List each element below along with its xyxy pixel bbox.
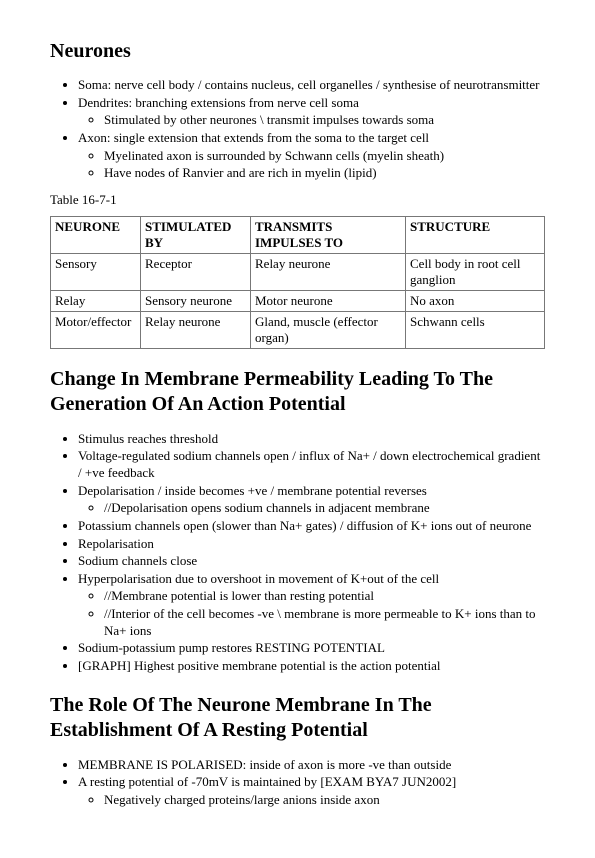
table-cell: Receptor [141, 253, 251, 290]
table-cell: Motor/effector [51, 311, 141, 348]
table-cell: Gland, muscle (effector organ) [251, 311, 406, 348]
table-cell: Sensory [51, 253, 141, 290]
table-header: STIMULATED BY [141, 216, 251, 253]
section-title: The Role Of The Neurone Membrane In The … [50, 693, 545, 743]
list-item: Negatively charged proteins/large anions… [104, 792, 545, 809]
list-item-text: A resting potential of -70mV is maintain… [78, 774, 456, 789]
table-row: Sensory Receptor Relay neurone Cell body… [51, 253, 545, 290]
section-title: Change In Membrane Permeability Leading … [50, 367, 545, 417]
table-caption: Table 16-7-1 [50, 192, 545, 208]
list-item: Sodium channels close [78, 553, 545, 570]
resting-potential-list: MEMBRANE IS POLARISED: inside of axon is… [50, 757, 545, 809]
list-item-text: Axon: single extension that extends from… [78, 130, 429, 145]
sub-list: Stimulated by other neurones \ transmit … [78, 112, 545, 129]
list-item: Depolarisation / inside becomes +ve / me… [78, 483, 545, 517]
list-item: Have nodes of Ranvier and are rich in my… [104, 165, 545, 182]
page-title: Neurones [50, 40, 545, 63]
table-cell: No axon [406, 290, 545, 311]
list-item: Dendrites: branching extensions from ner… [78, 95, 545, 129]
table-header: STRUCTURE [406, 216, 545, 253]
list-item: Axon: single extension that extends from… [78, 130, 545, 182]
sub-list: Negatively charged proteins/large anions… [78, 792, 545, 809]
neurone-table: NEURONE STIMULATED BY TRANSMITS IMPULSES… [50, 216, 545, 349]
table-cell: Relay [51, 290, 141, 311]
list-item: //Membrane potential is lower than resti… [104, 588, 545, 605]
list-item: //Depolarisation opens sodium channels i… [104, 500, 545, 517]
sub-list: //Depolarisation opens sodium channels i… [78, 500, 545, 517]
table-header-row: NEURONE STIMULATED BY TRANSMITS IMPULSES… [51, 216, 545, 253]
list-item: Myelinated axon is surrounded by Schwann… [104, 148, 545, 165]
list-item: MEMBRANE IS POLARISED: inside of axon is… [78, 757, 545, 774]
table-cell: Sensory neurone [141, 290, 251, 311]
table-cell: Relay neurone [251, 253, 406, 290]
list-item: //Interior of the cell becomes -ve \ mem… [104, 606, 545, 639]
table-cell: Motor neurone [251, 290, 406, 311]
list-item: Hyperpolarisation due to overshoot in mo… [78, 571, 545, 640]
list-item-text: Hyperpolarisation due to overshoot in mo… [78, 571, 439, 586]
table-row: Motor/effector Relay neurone Gland, musc… [51, 311, 545, 348]
table-header: NEURONE [51, 216, 141, 253]
list-item: Potassium channels open (slower than Na+… [78, 518, 545, 535]
list-item: [GRAPH] Highest positive membrane potent… [78, 658, 545, 675]
action-potential-list: Stimulus reaches threshold Voltage-regul… [50, 431, 545, 675]
list-item: Soma: nerve cell body / contains nucleus… [78, 77, 545, 94]
list-item: Stimulated by other neurones \ transmit … [104, 112, 545, 129]
table-row: Relay Sensory neurone Motor neurone No a… [51, 290, 545, 311]
list-item: Voltage-regulated sodium channels open /… [78, 448, 545, 481]
list-item: Stimulus reaches threshold [78, 431, 545, 448]
list-item: A resting potential of -70mV is maintain… [78, 774, 545, 808]
table-cell: Cell body in root cell ganglion [406, 253, 545, 290]
table-cell: Relay neurone [141, 311, 251, 348]
sub-list: //Membrane potential is lower than resti… [78, 588, 545, 639]
neurones-list: Soma: nerve cell body / contains nucleus… [50, 77, 545, 182]
list-item: Sodium-potassium pump restores RESTING P… [78, 640, 545, 657]
table-cell: Schwann cells [406, 311, 545, 348]
list-item-text: Depolarisation / inside becomes +ve / me… [78, 483, 427, 498]
table-header: TRANSMITS IMPULSES TO [251, 216, 406, 253]
list-item: Repolarisation [78, 536, 545, 553]
sub-list: Myelinated axon is surrounded by Schwann… [78, 148, 545, 182]
list-item-text: Dendrites: branching extensions from ner… [78, 95, 359, 110]
